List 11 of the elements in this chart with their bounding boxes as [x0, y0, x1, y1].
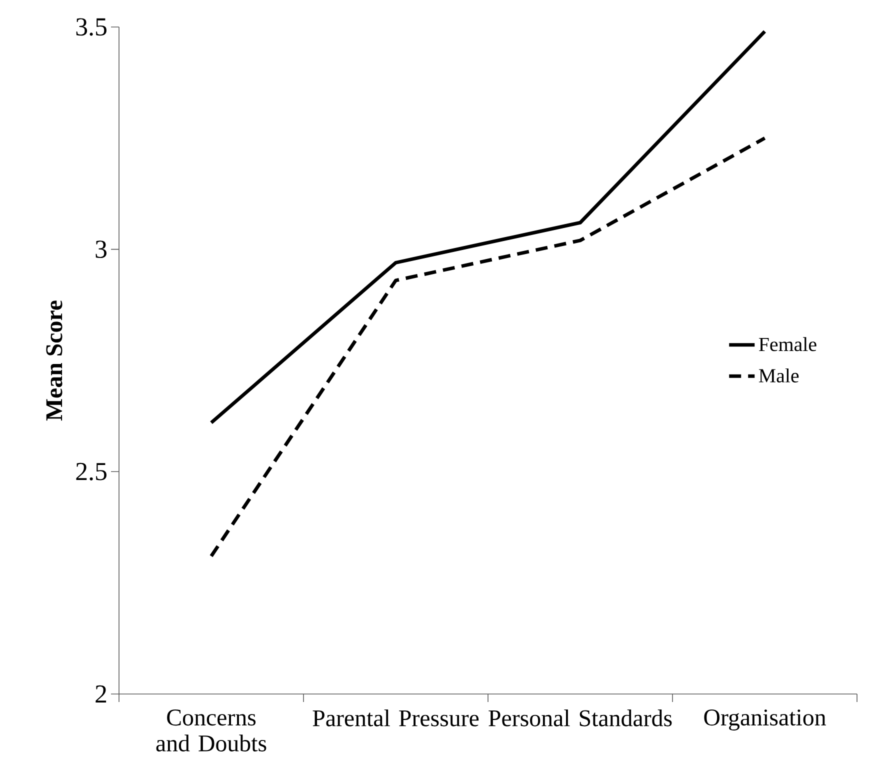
x-tick-label: Parental Pressure	[312, 710, 479, 726]
x-tick-label: Concerns and Doubts	[156, 710, 266, 752]
y-tick-label: 2.5	[76, 462, 106, 480]
y-tick-label: 3.5	[76, 18, 106, 36]
y-axis-title: Mean Score	[46, 300, 62, 421]
y-tick-label: 2	[96, 685, 106, 703]
x-tick-label: Organisation	[704, 710, 826, 730]
legend-label: Female	[758, 337, 816, 352]
legend-label: Male	[758, 368, 799, 382]
x-tick-label: Personal Standards	[488, 710, 672, 726]
y-tick-label: 3	[96, 240, 106, 258]
